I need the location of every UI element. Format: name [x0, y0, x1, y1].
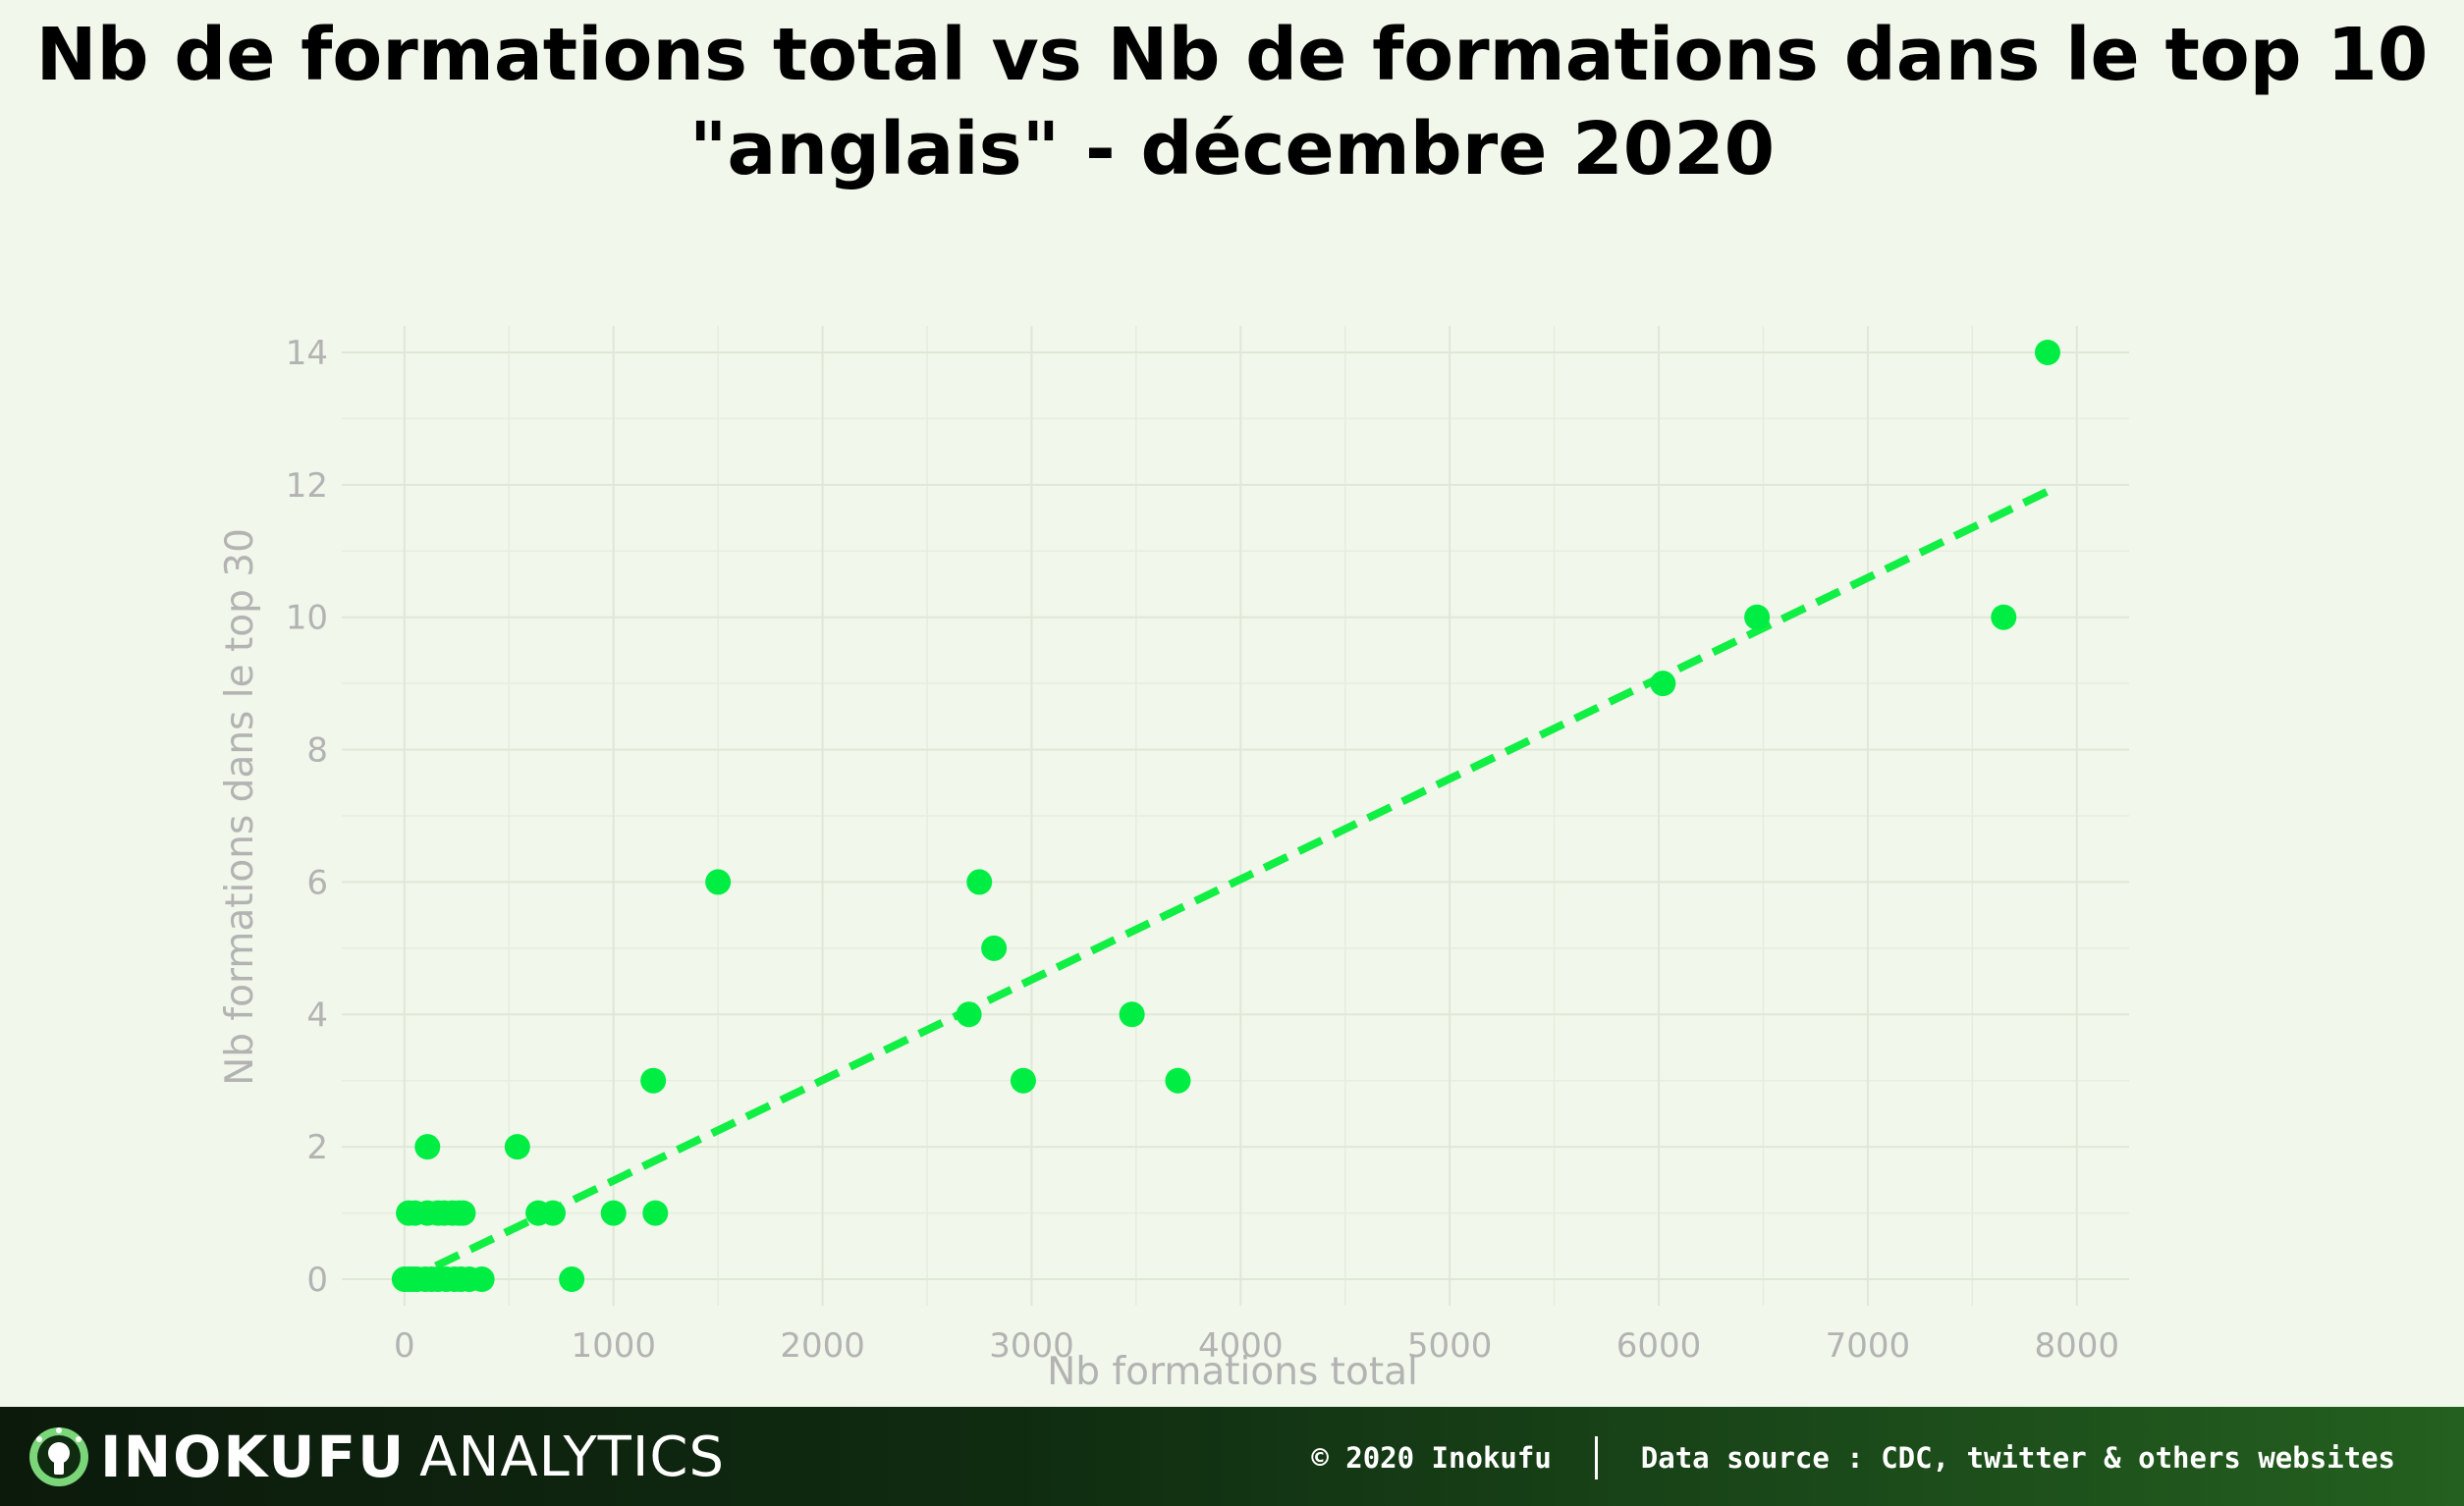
data-point: [1165, 1067, 1191, 1094]
data-point: [600, 1200, 627, 1226]
trend-line: [434, 487, 2050, 1270]
scatter-chart: 0 1000 2000 3000 4000 5000 6000 7000 8000 0 2 4 6 8 1…: [218, 326, 2129, 1394]
bulb-icon: [29, 1427, 88, 1486]
y-tick-label: 12: [286, 466, 328, 506]
y-tick-label: 2: [306, 1128, 328, 1167]
x-tick-label: 8000: [2035, 1326, 2120, 1366]
x-tick-label: 7000: [1826, 1326, 1911, 1366]
brand-subtitle: ANALYTICS: [419, 1425, 726, 1489]
y-tick-label: 8: [306, 731, 328, 771]
data-point: [640, 1067, 667, 1094]
data-point: [414, 1134, 441, 1160]
trend-layer: [434, 487, 2050, 1270]
logo: INOKUFU ANALYTICS: [27, 1424, 726, 1490]
data-points: [391, 339, 2060, 1293]
x-tick-label: 2000: [780, 1326, 865, 1366]
chart-title-line-2: "anglais" - décembre 2020: [688, 107, 1776, 191]
y-axis-title: Nb formations dans le top 30: [218, 528, 262, 1086]
data-point: [956, 1001, 982, 1028]
data-point: [450, 1200, 476, 1226]
y-tick-labels: 0 2 4 6 8 10 12 14: [286, 334, 328, 1300]
y-tick-label: 4: [306, 995, 328, 1035]
y-tick-label: 10: [286, 599, 328, 638]
brand-name: INOKUFU: [100, 1424, 407, 1490]
copyright-text: © 2020 Inokufu: [1311, 1441, 1552, 1475]
data-point: [468, 1266, 495, 1293]
data-point: [539, 1200, 566, 1226]
data-point: [966, 869, 993, 895]
data-point: [1991, 604, 2017, 630]
data-point: [705, 869, 732, 895]
data-point: [1744, 604, 1771, 630]
footer-separator: [1594, 1436, 1598, 1479]
grid: [342, 326, 2129, 1306]
y-tick-label: 6: [306, 863, 328, 902]
data-point: [2034, 339, 2060, 365]
y-tick-label: 0: [306, 1261, 328, 1300]
chart-title: Nb de formations total vs Nb de formatio…: [0, 8, 2464, 196]
chart-title-line-1: Nb de formations total vs Nb de formatio…: [35, 13, 2429, 97]
footer-credits: © 2020 Inokufu Data source : CDC, twitte…: [1311, 1436, 2395, 1479]
data-point: [1650, 671, 1676, 697]
footer-bar: INOKUFU ANALYTICS © 2020 Inokufu Data so…: [0, 1407, 2464, 1506]
data-source-text: Data source : CDC, twitter & others webs…: [1640, 1441, 2395, 1475]
x-axis-title: Nb formations total: [1047, 1350, 1418, 1394]
data-point: [981, 935, 1008, 961]
data-point: [559, 1266, 585, 1293]
data-point: [1010, 1067, 1036, 1094]
x-tick-label: 4000: [1198, 1326, 1284, 1366]
x-tick-labels: 0 1000 2000 3000 4000 5000 6000 7000 8000: [394, 1326, 2119, 1366]
x-tick-label: 0: [394, 1326, 415, 1366]
data-point: [504, 1134, 530, 1160]
data-point: [642, 1200, 669, 1226]
data-point: [1119, 1001, 1145, 1028]
y-tick-label: 14: [286, 334, 328, 373]
x-tick-label: 6000: [1616, 1326, 1702, 1366]
x-tick-label: 5000: [1407, 1326, 1493, 1366]
x-tick-label: 3000: [989, 1326, 1074, 1366]
x-tick-label: 1000: [571, 1326, 656, 1366]
